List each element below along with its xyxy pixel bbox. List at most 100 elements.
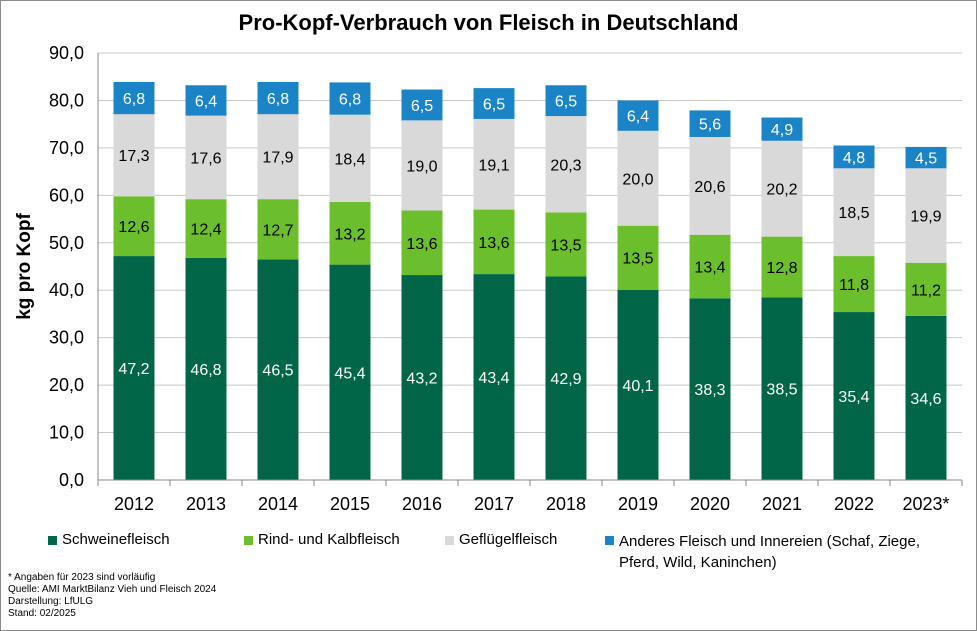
bar-segment-2019-0 <box>617 289 659 480</box>
bar-segment-2021-3 <box>761 117 803 141</box>
bar-segment-2023-3 <box>905 146 947 169</box>
bar-segment-2022-2 <box>833 168 875 257</box>
bar-segment-2012-1 <box>113 196 155 257</box>
x-tick-label: 2015 <box>330 494 370 514</box>
bar-segment-2023-1 <box>905 262 947 316</box>
bar-segment-2012-0 <box>113 256 155 480</box>
bar-segment-2023-2 <box>905 168 947 263</box>
bar-segment-2020-1 <box>689 234 731 299</box>
footnote-preliminary: * Angaben für 2023 sind vorläufig <box>8 572 156 583</box>
x-tick-label: 2016 <box>402 494 442 514</box>
data-label: 6,8 <box>123 91 145 108</box>
x-tick-label: 2012 <box>114 494 154 514</box>
legend-label-rind-kalbfleisch: Rind- und Kalbfleisch <box>258 531 400 548</box>
bar-segment-2013-1 <box>185 199 227 258</box>
bar-segment-2013-3 <box>185 85 227 116</box>
bar-segment-2020-0 <box>689 298 731 480</box>
x-tick-label: 2017 <box>474 494 514 514</box>
data-label: 12,8 <box>766 260 797 277</box>
data-label: 13,4 <box>694 260 725 277</box>
legend-item-schweinefleisch: Schweinefleisch <box>48 531 170 548</box>
bar-segment-2021-1 <box>761 236 803 298</box>
bar-segment-2013-0 <box>185 257 227 480</box>
bar-segment-2015-2 <box>329 114 371 202</box>
data-label: 12,7 <box>262 222 293 239</box>
legend-swatch-anderes-fleisch <box>605 536 614 545</box>
data-label: 38,5 <box>766 382 797 399</box>
bar-segment-2014-1 <box>257 199 299 260</box>
bar-segment-2022-1 <box>833 256 875 313</box>
y-tick-label: 20,0 <box>49 375 84 395</box>
legend-swatch-rind-kalbfleisch <box>244 536 253 545</box>
bar-segment-2016-0 <box>401 275 443 480</box>
legend-swatch-gefluegelfleisch <box>445 536 454 545</box>
bar-segment-2019-1 <box>617 225 659 290</box>
x-tick-label: 2023* <box>902 494 949 514</box>
bar-segment-2017-2 <box>473 118 515 210</box>
data-label: 17,9 <box>262 150 293 167</box>
footnote-source: Quelle: AMI MarktBilanz Vieh und Fleisch… <box>8 584 217 595</box>
bar-segment-2015-0 <box>329 264 371 480</box>
data-label: 20,2 <box>766 182 797 199</box>
bar-segment-2023-0 <box>905 315 947 480</box>
bar-segment-2014-2 <box>257 114 299 200</box>
bar-segment-2019-3 <box>617 100 659 131</box>
data-label: 40,1 <box>622 378 653 395</box>
legend-item-anderes-fleisch: Anderes Fleisch und Innereien (Schaf, Zi… <box>605 531 955 573</box>
data-label: 6,4 <box>627 109 649 126</box>
data-label: 4,5 <box>915 151 937 168</box>
data-label: 11,2 <box>911 282 941 299</box>
bar-segment-2018-3 <box>545 85 587 117</box>
legend-label-gefluegelfleisch: Geflügelfleisch <box>459 531 558 548</box>
bar-segment-2020-3 <box>689 110 731 137</box>
data-label: 5,6 <box>699 117 721 134</box>
data-label: 43,4 <box>478 370 509 387</box>
bar-segment-2016-2 <box>401 120 443 211</box>
footnote-author: Darstellung: LfULG <box>8 596 94 607</box>
data-label: 13,6 <box>478 235 509 252</box>
data-label: 18,5 <box>838 205 869 222</box>
footnote-date: Stand: 02/2025 <box>8 608 76 619</box>
data-label: 19,1 <box>478 157 509 174</box>
chart-title: Pro-Kopf-Verbrauch von Fleisch in Deutsc… <box>238 10 739 35</box>
data-label: 13,2 <box>334 226 365 243</box>
data-label: 12,6 <box>118 219 149 236</box>
bar-segment-2016-3 <box>401 89 443 121</box>
bar-segment-2018-0 <box>545 276 587 480</box>
legend-item-rind-kalbfleisch: Rind- und Kalbfleisch <box>244 531 400 548</box>
y-tick-label: 10,0 <box>49 423 84 443</box>
bar-segment-2012-2 <box>113 114 155 197</box>
bar-segment-2014-3 <box>257 81 299 115</box>
y-tick-label: 70,0 <box>49 138 84 158</box>
footnotes: * Angaben für 2023 sind vorläufig Quelle… <box>8 572 216 620</box>
data-label: 17,6 <box>190 150 221 167</box>
data-label: 19,9 <box>910 208 941 225</box>
data-label: 38,3 <box>694 382 725 399</box>
data-label: 6,5 <box>483 97 505 114</box>
bar-segment-2015-3 <box>329 82 371 115</box>
bar-segment-2017-1 <box>473 209 515 275</box>
data-label: 20,6 <box>694 179 725 196</box>
data-label: 18,4 <box>334 151 365 168</box>
x-tick-label: 2014 <box>258 494 298 514</box>
data-label: 20,3 <box>550 157 581 174</box>
data-label: 6,4 <box>195 93 217 110</box>
data-label: 11,8 <box>839 277 869 294</box>
bar-segment-2017-3 <box>473 88 515 119</box>
bar-segment-2022-3 <box>833 145 875 169</box>
data-label: 46,5 <box>262 363 293 380</box>
legend-label-schweinefleisch: Schweinefleisch <box>62 531 170 548</box>
data-label: 6,5 <box>555 94 577 111</box>
x-tick-label: 2019 <box>618 494 658 514</box>
bar-segment-2021-2 <box>761 140 803 237</box>
bar-segment-2020-2 <box>689 136 731 235</box>
bar-segment-2014-0 <box>257 259 299 480</box>
data-label: 20,0 <box>622 171 653 188</box>
bar-segment-2018-1 <box>545 212 587 277</box>
x-tick-label: 2021 <box>762 494 802 514</box>
data-label: 17,3 <box>118 148 149 165</box>
data-label: 6,5 <box>411 98 433 115</box>
x-tick-label: 2022 <box>834 494 874 514</box>
y-tick-label: 80,0 <box>49 90 84 110</box>
